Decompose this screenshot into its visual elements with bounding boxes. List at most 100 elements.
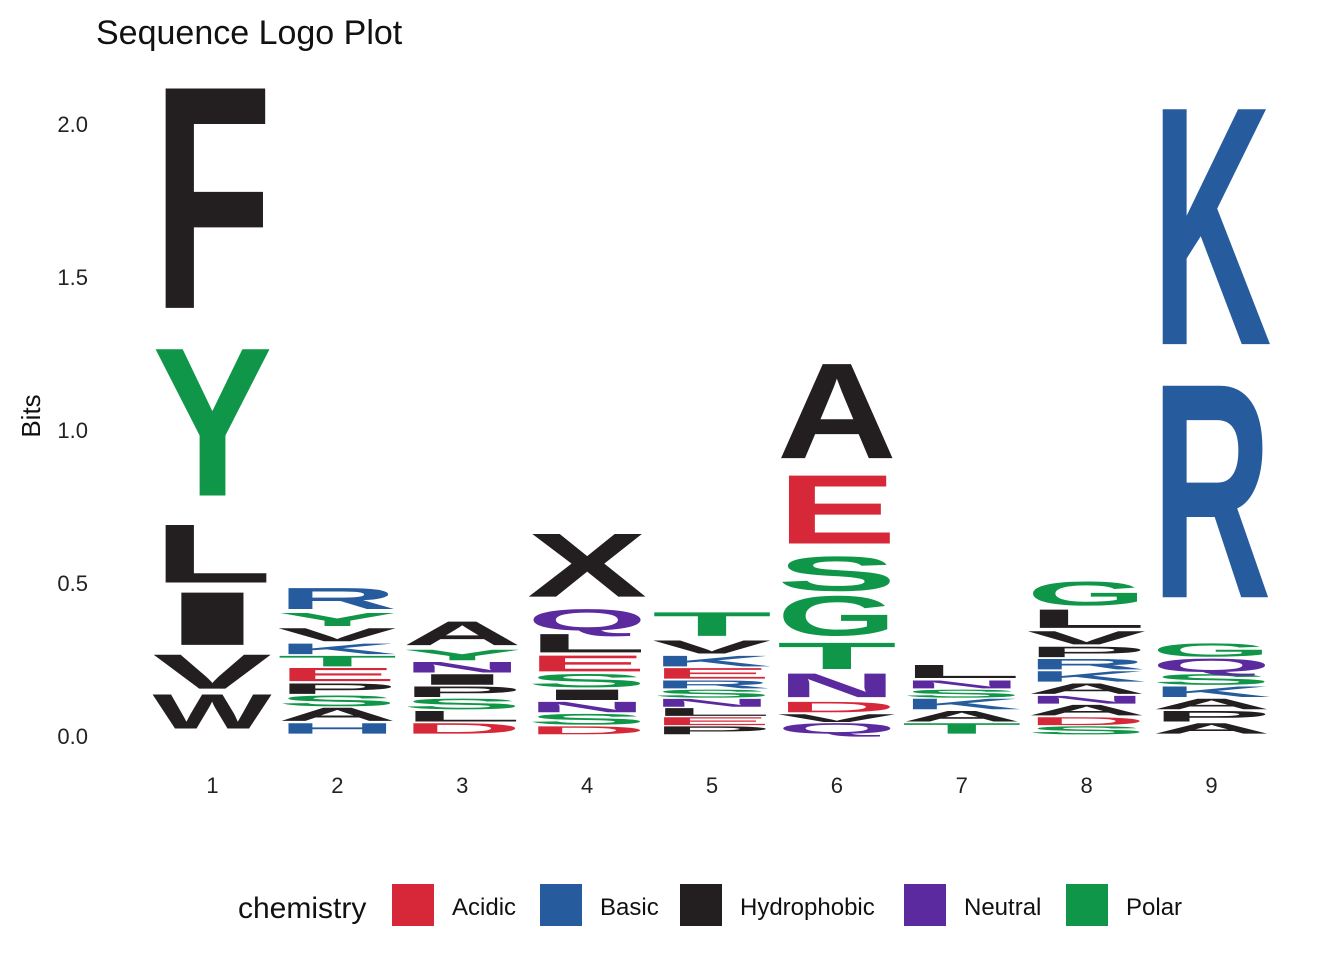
logo-letter-t: T <box>652 605 772 643</box>
logo-letter-s: S <box>527 711 647 728</box>
x-tick-label: 9 <box>1205 773 1217 798</box>
legend-label-acidic: Acidic <box>452 894 516 921</box>
logo-letter-d: D <box>527 724 647 737</box>
logo-letter-a: A <box>1027 680 1147 697</box>
logo-letter-n: N <box>777 667 897 705</box>
logo-letter-s: S <box>777 546 897 601</box>
logo-letter-a: A <box>1027 702 1147 719</box>
logo-letter-h: H <box>277 720 397 737</box>
logo-letter-k: K <box>1027 668 1147 685</box>
legend-swatch-acidic <box>392 884 434 926</box>
logo-letter-l: L <box>1027 604 1147 634</box>
logo-letter-k: K <box>1152 683 1272 700</box>
logo-letter-g: G <box>1152 640 1272 661</box>
logo-letter-f: F <box>152 20 272 376</box>
logo-letter-q: Q <box>1152 655 1272 676</box>
y-tick-label: 0.5 <box>57 571 88 596</box>
logo-letter-k: K <box>902 695 1022 712</box>
legend-title: chemistry <box>238 892 366 925</box>
logo-letter-r: R <box>1152 320 1272 663</box>
x-tick-label: 4 <box>581 773 593 798</box>
logo-letter-s: S <box>402 696 522 713</box>
legend-swatch-neutral <box>904 884 946 926</box>
logo-letter-y: Y <box>152 303 272 541</box>
logo-letter-l: L <box>152 507 272 601</box>
logo-letter-k: K <box>277 640 397 657</box>
logo-letter-l: L <box>402 708 522 725</box>
logo-letter-k: K <box>652 653 772 670</box>
x-tick-label: 8 <box>1081 773 1093 798</box>
logo-letter-v: V <box>277 624 396 645</box>
logo-letter-e: E <box>277 664 397 685</box>
logo-letter-w: W <box>152 684 272 739</box>
legend-items: Acidic Basic Hydrophobic Neutral Polar <box>392 884 1182 926</box>
logo-letter-s: S <box>527 670 647 691</box>
logo-letter-a: A <box>402 615 522 653</box>
logo-letter-p: P <box>652 724 772 737</box>
legend: chemistry Acidic Basic Hydrophobic Neutral P… <box>238 884 1182 926</box>
legend-swatch-basic <box>540 884 582 926</box>
x-tick-label: 7 <box>956 773 968 798</box>
logo-letter-d: D <box>402 720 522 737</box>
logo-letter-e: E <box>652 665 772 682</box>
x-tick-label: 5 <box>706 773 718 798</box>
x-tick-label: 2 <box>331 773 343 798</box>
logo-letter-e: E <box>777 454 897 564</box>
y-tick-label: 1.5 <box>57 265 88 290</box>
logo-letter-n: N <box>652 696 772 709</box>
logo-letter-p: P <box>402 683 522 700</box>
x-tick-label: 6 <box>831 773 843 798</box>
x-axis-ticks: 1 2 3 4 5 6 7 8 9 <box>206 773 1217 798</box>
logo-letter-d: D <box>1027 715 1147 728</box>
logo-letter-p: P <box>1152 708 1272 725</box>
logo-letter-a: A <box>902 708 1022 725</box>
logo-letter-l: L <box>527 628 647 658</box>
logo-letter-y: Y <box>402 647 522 664</box>
logo-letter-y: Y <box>277 609 397 630</box>
logo-letter-v: V <box>1027 627 1146 648</box>
logo-letter-n: N <box>1027 693 1147 706</box>
logo-letter-s: S <box>652 687 772 700</box>
logo-letter-l: L <box>902 661 1022 682</box>
logo-letter-v: V <box>777 712 896 725</box>
logo-letter-p: P <box>277 680 397 697</box>
logo-letter-a: A <box>777 335 897 488</box>
chart-title: Sequence Logo Plot <box>96 14 403 52</box>
logo-letter-i: I <box>527 686 647 703</box>
legend-label-polar: Polar <box>1126 894 1182 921</box>
logo-letter-r: R <box>1027 656 1147 673</box>
logo-letter-q: Q <box>527 603 647 637</box>
logo-letter-e: E <box>652 715 772 728</box>
logo-letter-q: Q <box>777 720 897 737</box>
y-tick-label: 2.0 <box>57 112 88 137</box>
logo-letter-g: G <box>777 584 897 648</box>
logo-letter-n: N <box>402 659 522 676</box>
logo-letter-a: A <box>277 704 397 725</box>
x-tick-label: 1 <box>206 773 218 798</box>
logo-letter-i: I <box>152 576 272 661</box>
logo-letter-x: X <box>527 515 647 617</box>
logo-letter-v: V <box>152 644 271 699</box>
legend-label-hydrophobic: Hydrophobic <box>740 894 875 921</box>
logo-letter-k: K <box>1152 35 1272 417</box>
logo-letter-a: A <box>1152 695 1272 712</box>
y-tick-label: 0.0 <box>57 724 88 749</box>
logo-letter-t: T <box>902 720 1022 737</box>
logo-letter-i: I <box>402 671 522 688</box>
legend-swatch-polar <box>1066 884 1108 926</box>
logo-letter-s: S <box>1027 724 1147 737</box>
logo-letter-e: E <box>527 651 647 676</box>
logo-letter-v: V <box>652 636 771 657</box>
logo-letter-s: S <box>1152 671 1272 688</box>
logo-letter-l: L <box>652 706 772 719</box>
logo-letter-r: R <box>277 582 397 616</box>
y-axis-title: Bits <box>16 394 46 437</box>
